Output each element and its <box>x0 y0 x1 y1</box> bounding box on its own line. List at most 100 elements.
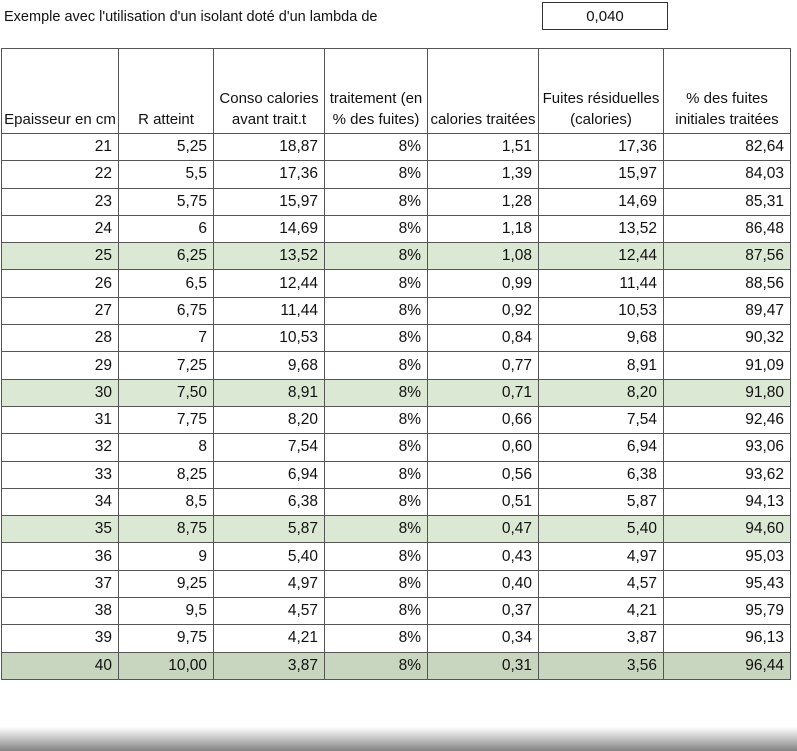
header-r-atteint[interactable]: R atteint <box>118 48 214 134</box>
cell-r-atteint[interactable]: 5,25 <box>118 132 214 162</box>
cell-epaisseur[interactable]: 33 <box>1 460 119 489</box>
cell-traitement[interactable]: 8% <box>324 569 428 599</box>
cell-calories-traitees[interactable]: 0,99 <box>427 269 539 298</box>
cell-fuites-residuelles[interactable]: 10,53 <box>538 296 664 326</box>
cell-pct-fuites-traitees[interactable]: 96,44 <box>663 651 791 680</box>
cell-calories-traitees[interactable]: 0,77 <box>427 351 539 380</box>
header-pct-fuites-traitees[interactable]: % des fuites initiales traitées <box>663 48 791 134</box>
cell-conso-calories[interactable]: 5,40 <box>213 542 325 571</box>
cell-epaisseur[interactable]: 32 <box>1 433 119 462</box>
cell-fuites-residuelles[interactable]: 13,52 <box>538 214 664 244</box>
cell-epaisseur[interactable]: 23 <box>1 187 119 216</box>
cell-calories-traitees[interactable]: 0,92 <box>427 296 539 326</box>
cell-fuites-residuelles[interactable]: 3,56 <box>538 651 664 680</box>
cell-traitement[interactable]: 8% <box>324 324 428 353</box>
cell-epaisseur[interactable]: 28 <box>1 324 119 353</box>
cell-calories-traitees[interactable]: 1,28 <box>427 187 539 216</box>
cell-conso-calories[interactable]: 4,57 <box>213 597 325 626</box>
cell-fuites-residuelles[interactable]: 7,54 <box>538 405 664 435</box>
cell-r-atteint[interactable]: 5,75 <box>118 187 214 216</box>
cell-epaisseur[interactable]: 24 <box>1 214 119 244</box>
cell-conso-calories[interactable]: 5,87 <box>213 515 325 544</box>
cell-conso-calories[interactable]: 14,69 <box>213 214 325 244</box>
header-calories-traitees[interactable]: calories traitées <box>427 48 539 134</box>
cell-traitement[interactable]: 8% <box>324 433 428 462</box>
cell-fuites-residuelles[interactable]: 4,57 <box>538 569 664 599</box>
cell-calories-traitees[interactable]: 0,31 <box>427 651 539 680</box>
cell-traitement[interactable]: 8% <box>324 487 428 517</box>
cell-r-atteint[interactable]: 10,00 <box>118 651 214 680</box>
cell-calories-traitees[interactable]: 0,51 <box>427 487 539 517</box>
cell-calories-traitees[interactable]: 0,40 <box>427 569 539 599</box>
cell-conso-calories[interactable]: 13,52 <box>213 242 325 271</box>
cell-traitement[interactable]: 8% <box>324 132 428 162</box>
cell-calories-traitees[interactable]: 0,60 <box>427 433 539 462</box>
lambda-value-cell[interactable]: 0,040 <box>542 2 668 30</box>
cell-epaisseur[interactable]: 31 <box>1 405 119 435</box>
cell-epaisseur[interactable]: 26 <box>1 269 119 298</box>
cell-pct-fuites-traitees[interactable]: 92,46 <box>663 405 791 435</box>
cell-fuites-residuelles[interactable]: 5,40 <box>538 515 664 544</box>
cell-fuites-residuelles[interactable]: 9,68 <box>538 324 664 353</box>
cell-r-atteint[interactable]: 7,75 <box>118 405 214 435</box>
cell-epaisseur[interactable]: 27 <box>1 296 119 326</box>
cell-conso-calories[interactable]: 11,44 <box>213 296 325 326</box>
cell-epaisseur[interactable]: 40 <box>1 651 119 680</box>
cell-fuites-residuelles[interactable]: 3,87 <box>538 624 664 653</box>
cell-fuites-residuelles[interactable]: 8,91 <box>538 351 664 380</box>
cell-pct-fuites-traitees[interactable]: 96,13 <box>663 624 791 653</box>
header-conso-calories[interactable]: Conso calories avant trait.t <box>213 48 325 134</box>
cell-traitement[interactable]: 8% <box>324 351 428 380</box>
cell-epaisseur[interactable]: 30 <box>1 378 119 407</box>
cell-conso-calories[interactable]: 17,36 <box>213 160 325 189</box>
cell-traitement[interactable]: 8% <box>324 651 428 680</box>
cell-pct-fuites-traitees[interactable]: 90,32 <box>663 324 791 353</box>
cell-pct-fuites-traitees[interactable]: 95,03 <box>663 542 791 571</box>
cell-r-atteint[interactable]: 6,5 <box>118 269 214 298</box>
cell-epaisseur[interactable]: 22 <box>1 160 119 189</box>
cell-calories-traitees[interactable]: 0,47 <box>427 515 539 544</box>
cell-conso-calories[interactable]: 12,44 <box>213 269 325 298</box>
cell-calories-traitees[interactable]: 0,71 <box>427 378 539 407</box>
cell-fuites-residuelles[interactable]: 6,38 <box>538 460 664 489</box>
cell-calories-traitees[interactable]: 0,34 <box>427 624 539 653</box>
cell-pct-fuites-traitees[interactable]: 89,47 <box>663 296 791 326</box>
cell-traitement[interactable]: 8% <box>324 542 428 571</box>
cell-calories-traitees[interactable]: 1,08 <box>427 242 539 271</box>
cell-calories-traitees[interactable]: 1,39 <box>427 160 539 189</box>
cell-fuites-residuelles[interactable]: 17,36 <box>538 132 664 162</box>
cell-traitement[interactable]: 8% <box>324 515 428 544</box>
cell-pct-fuites-traitees[interactable]: 84,03 <box>663 160 791 189</box>
cell-conso-calories[interactable]: 6,38 <box>213 487 325 517</box>
cell-r-atteint[interactable]: 8 <box>118 433 214 462</box>
cell-pct-fuites-traitees[interactable]: 91,09 <box>663 351 791 380</box>
cell-epaisseur[interactable]: 39 <box>1 624 119 653</box>
cell-r-atteint[interactable]: 9,25 <box>118 569 214 599</box>
cell-fuites-residuelles[interactable]: 4,21 <box>538 597 664 626</box>
cell-fuites-residuelles[interactable]: 14,69 <box>538 187 664 216</box>
cell-traitement[interactable]: 8% <box>324 187 428 216</box>
cell-pct-fuites-traitees[interactable]: 94,13 <box>663 487 791 517</box>
cell-traitement[interactable]: 8% <box>324 269 428 298</box>
cell-calories-traitees[interactable]: 0,56 <box>427 460 539 489</box>
cell-epaisseur[interactable]: 38 <box>1 597 119 626</box>
cell-fuites-residuelles[interactable]: 5,87 <box>538 487 664 517</box>
cell-r-atteint[interactable]: 5,5 <box>118 160 214 189</box>
cell-r-atteint[interactable]: 7,25 <box>118 351 214 380</box>
cell-pct-fuites-traitees[interactable]: 86,48 <box>663 214 791 244</box>
cell-traitement[interactable]: 8% <box>324 214 428 244</box>
cell-fuites-residuelles[interactable]: 8,20 <box>538 378 664 407</box>
cell-calories-traitees[interactable]: 0,84 <box>427 324 539 353</box>
cell-r-atteint[interactable]: 7,50 <box>118 378 214 407</box>
cell-conso-calories[interactable]: 8,91 <box>213 378 325 407</box>
cell-conso-calories[interactable]: 6,94 <box>213 460 325 489</box>
cell-fuites-residuelles[interactable]: 12,44 <box>538 242 664 271</box>
cell-conso-calories[interactable]: 7,54 <box>213 433 325 462</box>
cell-traitement[interactable]: 8% <box>324 242 428 271</box>
cell-conso-calories[interactable]: 9,68 <box>213 351 325 380</box>
cell-conso-calories[interactable]: 4,21 <box>213 624 325 653</box>
cell-r-atteint[interactable]: 6,75 <box>118 296 214 326</box>
cell-epaisseur[interactable]: 25 <box>1 242 119 271</box>
cell-pct-fuites-traitees[interactable]: 87,56 <box>663 242 791 271</box>
cell-calories-traitees[interactable]: 1,51 <box>427 132 539 162</box>
